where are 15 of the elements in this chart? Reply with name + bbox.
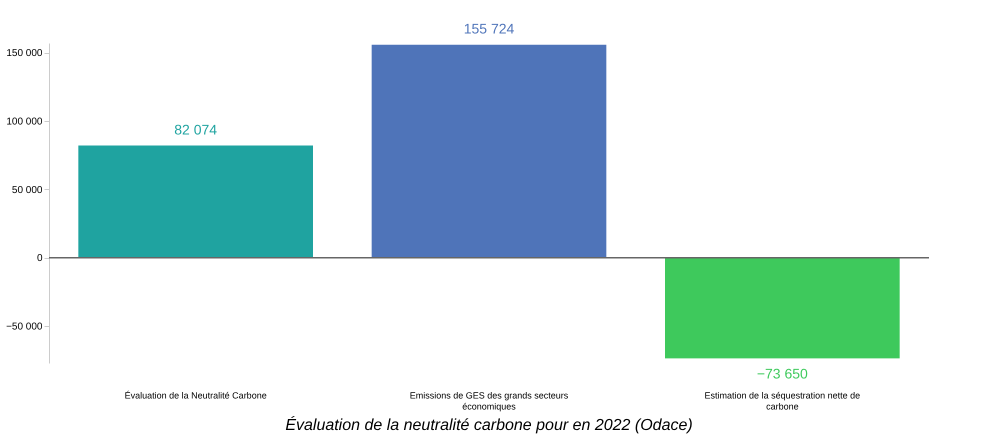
text: Évaluation de la neutralité carbone pour en 2022 (Odace) [285, 416, 693, 434]
data-label: 155 724 [464, 20, 515, 37]
x-tick-label: Estimation de la séquestration nette de carbone [704, 390, 860, 412]
x-tick-label: Emissions de GES des grands secteurs économiques [410, 390, 569, 412]
bar [372, 44, 606, 258]
data-label: 82 074 [174, 121, 218, 138]
data-label: −73 650 [756, 365, 808, 382]
y-tick-label: 100 000 [6, 116, 43, 128]
x-tick-label: Évaluation de la Neutralité Carbone [124, 390, 267, 400]
y-tick-label: 0 [36, 253, 43, 264]
y-tick-label: −50 000 [6, 322, 43, 333]
y-tick-label: 150 000 [6, 48, 43, 60]
bar [78, 145, 313, 258]
bar [665, 258, 900, 358]
y-tick-label: 50 000 [12, 184, 43, 196]
